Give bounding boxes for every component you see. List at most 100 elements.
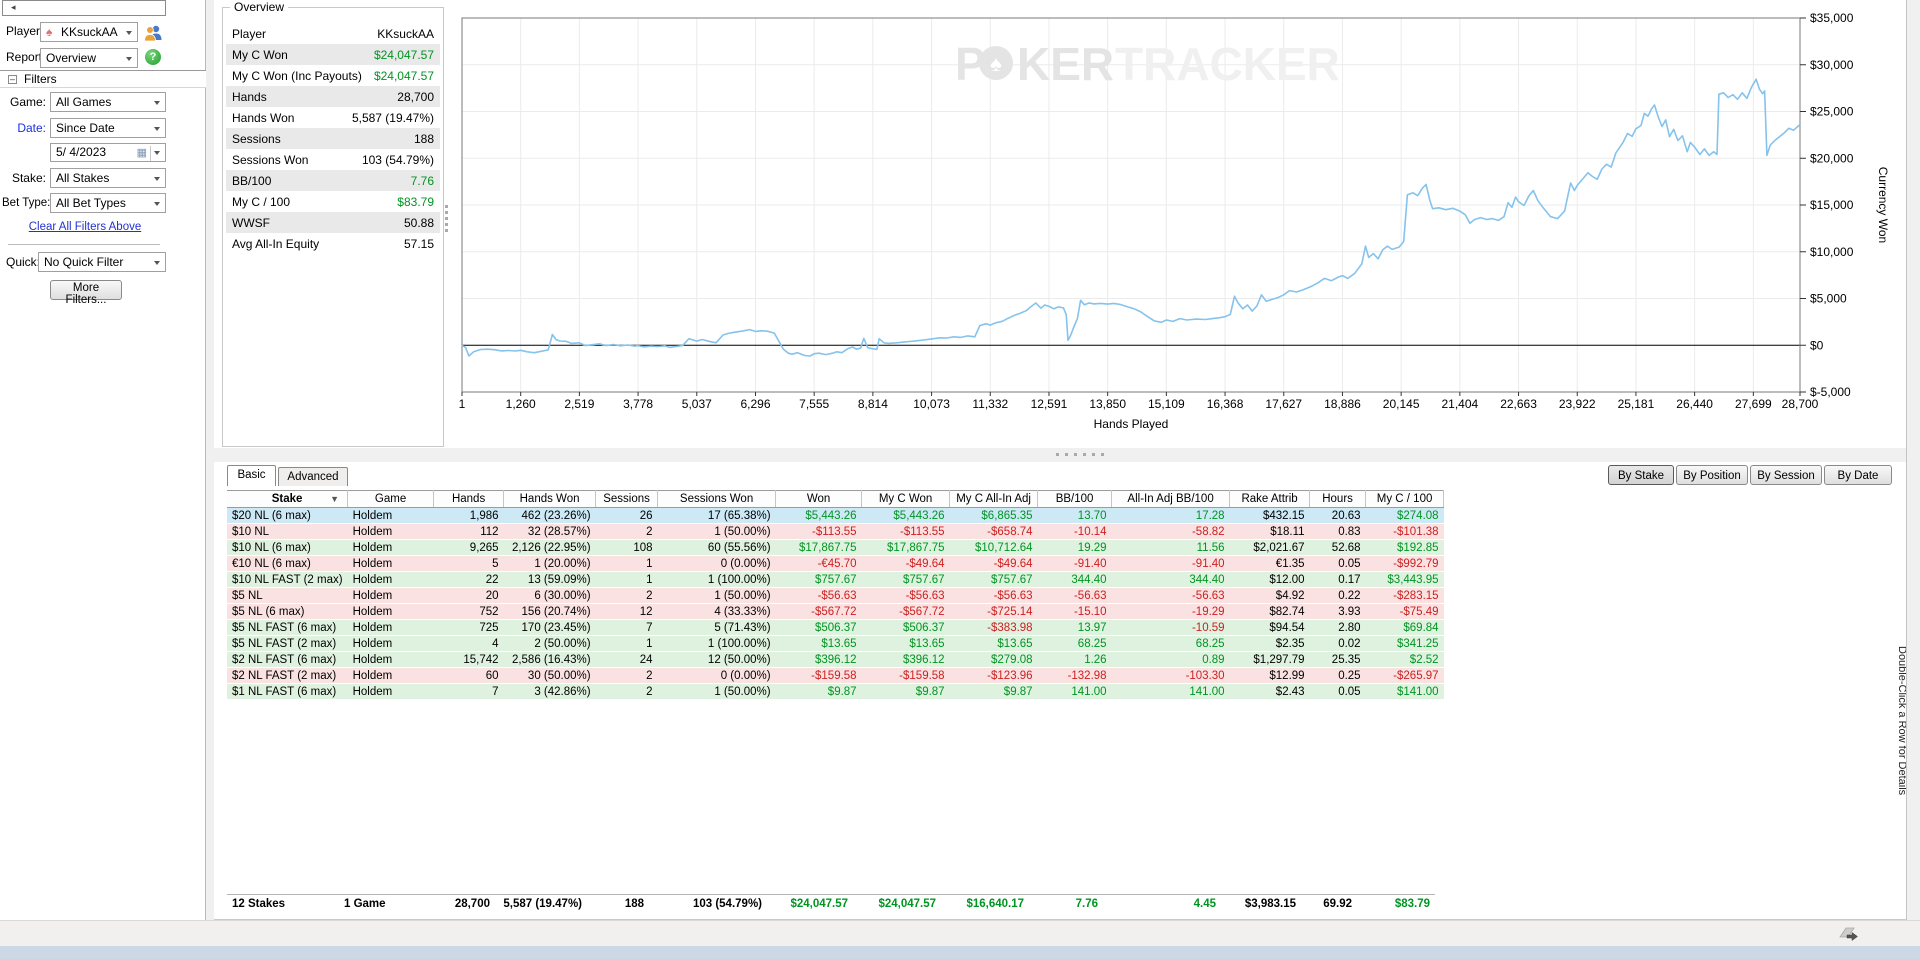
cell-hours: 0.05 xyxy=(1309,683,1366,700)
manage-players-icon[interactable] xyxy=(143,24,164,41)
table-row[interactable]: $2 NL FAST (6 max) Holdem 15,742 2,586 (16.… xyxy=(227,651,1444,668)
cell-bb-100: -56.63 xyxy=(1037,587,1112,604)
column-header-game[interactable]: Game xyxy=(347,490,435,508)
column-header-bb-100[interactable]: BB/100 xyxy=(1037,490,1113,508)
more-filters-button[interactable]: More Filters... xyxy=(50,280,122,306)
column-header-my-c-100[interactable]: My C / 100 xyxy=(1365,490,1445,508)
cell-my-c-won: $13.65 xyxy=(861,635,950,652)
tab-advanced[interactable]: Advanced xyxy=(278,467,348,486)
filters-section-header[interactable]: – Filters xyxy=(0,70,206,88)
svg-text:KER: KER xyxy=(1017,38,1114,90)
cell-bb-100: -132.98 xyxy=(1037,667,1112,684)
equity-curve xyxy=(461,78,1801,357)
cell-my-c-100: $2.52 xyxy=(1365,651,1444,668)
x-tick-label: 20,145 xyxy=(1383,397,1420,411)
pokertracker-watermark: P ♠ KER TRACKER xyxy=(955,38,1340,90)
cell-sessions-won: 1 (100.00%) xyxy=(657,571,776,588)
total-rake-attrib: $3,983.15 xyxy=(1221,894,1301,913)
cell-hours: 52.68 xyxy=(1309,539,1366,556)
column-header-hands[interactable]: Hands xyxy=(433,490,505,508)
export-icon[interactable] xyxy=(1838,926,1860,943)
table-row[interactable]: €10 NL (6 max) Holdem 5 1 (20.00%) 1 0 (0.00%… xyxy=(227,555,1444,572)
right-gutter xyxy=(1906,0,1920,920)
overview-groupbox xyxy=(222,7,444,447)
column-header-sessions-won[interactable]: Sessions Won xyxy=(657,490,777,508)
date-picker-input[interactable]: 5/ 4/2023 ▦ xyxy=(50,143,166,162)
button-by-position[interactable]: By Position xyxy=(1676,465,1748,485)
vertical-splitter-handle[interactable] xyxy=(445,202,449,235)
cell-sessions: 12 xyxy=(595,603,658,620)
cell-won: -$159.58 xyxy=(775,667,862,684)
clear-all-filters-link[interactable]: Clear All Filters Above xyxy=(28,221,142,233)
cell-rake-attrib: $2.35 xyxy=(1229,635,1310,652)
cell-rake-attrib: $432.15 xyxy=(1229,507,1310,524)
table-row[interactable]: $5 NL FAST (6 max) Holdem 725 170 (23.45%) 7… xyxy=(227,619,1444,636)
player-select[interactable]: ♠ KKsuckAA xyxy=(40,22,138,42)
horizontal-splitter-handle[interactable] xyxy=(1053,453,1107,456)
cell-rake-attrib: €1.35 xyxy=(1229,555,1310,572)
bet-type-filter-value: All Bet Types xyxy=(56,196,126,210)
cell-rake-attrib: $2.43 xyxy=(1229,683,1310,700)
column-header-all-in-adj-bb-100[interactable]: All-In Adj BB/100 xyxy=(1111,490,1231,508)
total-my-c-won: $24,047.57 xyxy=(853,894,941,913)
table-row[interactable]: $5 NL (6 max) Holdem 752 156 (20.74%) 12 4 (3… xyxy=(227,603,1444,620)
help-icon[interactable]: ? xyxy=(145,49,161,65)
game-filter-select[interactable]: All Games xyxy=(50,92,166,112)
cell-bb-100: 19.29 xyxy=(1037,539,1112,556)
button-by-stake[interactable]: By Stake xyxy=(1608,465,1674,485)
quick-filter-select[interactable]: No Quick Filter xyxy=(38,252,166,272)
button-by-session[interactable]: By Session xyxy=(1750,465,1822,485)
total-game: 1 Game xyxy=(339,894,425,913)
stat-label: WWSF xyxy=(232,215,270,230)
stats-table: Stake ▼ Game Hands Hands Won Sessions Sessions… xyxy=(227,490,1445,700)
cell-my-c-won: $5,443.26 xyxy=(861,507,950,524)
column-header-sessions[interactable]: Sessions xyxy=(595,490,659,508)
chevron-down-icon[interactable] xyxy=(154,151,160,155)
table-row[interactable]: $10 NL (6 max) Holdem 9,265 2,126 (22.95%) 1… xyxy=(227,539,1444,556)
column-header-hours[interactable]: Hours xyxy=(1309,490,1367,508)
x-tick-label: 8,814 xyxy=(858,397,888,411)
column-header-my-c-won[interactable]: My C Won xyxy=(861,490,951,508)
cell-sessions: 24 xyxy=(595,651,658,668)
column-header-hands-won[interactable]: Hands Won xyxy=(503,490,597,508)
column-header-won[interactable]: Won xyxy=(775,490,863,508)
cell-sessions-won: 17 (65.38%) xyxy=(657,507,776,524)
calendar-icon[interactable]: ▦ xyxy=(136,147,147,159)
cell-won: $17,867.75 xyxy=(775,539,862,556)
table-row[interactable]: $10 NL Holdem 112 32 (28.57%) 2 1 (50.00%) -$1… xyxy=(227,523,1444,540)
button-by-date[interactable]: By Date xyxy=(1824,465,1892,485)
total-bb-100: 7.76 xyxy=(1029,894,1103,913)
collapse-pane-tab[interactable]: ◂ xyxy=(2,0,166,16)
cell-bb-100: -91.40 xyxy=(1037,555,1112,572)
stake-filter-select[interactable]: All Stakes xyxy=(50,168,166,188)
column-header-my-c-all-in-adj[interactable]: My C All-In Adj xyxy=(949,490,1039,508)
player-label: Player: xyxy=(6,24,44,38)
horizontal-splitter[interactable] xyxy=(214,448,1906,462)
cell-all-in-adj-bb-100: -19.29 xyxy=(1111,603,1230,620)
cell-hands-won: 6 (30.00%) xyxy=(503,587,596,604)
table-row[interactable]: $10 NL FAST (2 max) Holdem 22 13 (59.09%) 1 1… xyxy=(227,571,1444,588)
table-row[interactable]: $1 NL FAST (6 max) Holdem 7 3 (42.86%) 2 1 (5… xyxy=(227,683,1444,700)
table-row[interactable]: $5 NL Holdem 20 6 (30.00%) 2 1 (50.00%) -$56.6… xyxy=(227,587,1444,604)
column-header-rake-attrib[interactable]: Rake Attrib xyxy=(1229,490,1311,508)
bet-type-filter-select[interactable]: All Bet Types xyxy=(50,193,166,213)
x-tick-label: 25,181 xyxy=(1618,397,1655,411)
cell-hands: 15,742 xyxy=(433,651,504,668)
cell-all-in-adj-bb-100: 344.40 xyxy=(1111,571,1230,588)
cell-hands-won: 2,586 (16.43%) xyxy=(503,651,596,668)
total-won: $24,047.57 xyxy=(767,894,853,913)
date-filter-select[interactable]: Since Date xyxy=(50,118,166,138)
column-header-stake[interactable]: Stake ▼ xyxy=(227,490,349,508)
report-select[interactable]: Overview xyxy=(40,48,138,68)
collapse-minus-icon[interactable]: – xyxy=(8,74,17,84)
table-row[interactable]: $20 NL (6 max) Holdem 1,986 462 (23.26%) 26 1… xyxy=(227,507,1444,524)
cell-my-c-won: $396.12 xyxy=(861,651,950,668)
table-row[interactable]: $2 NL FAST (2 max) Holdem 60 30 (50.00%) 2 0 … xyxy=(227,667,1444,684)
table-row[interactable]: $5 NL FAST (2 max) Holdem 4 2 (50.00%) 1 1 (1… xyxy=(227,635,1444,652)
stat-row: My C / 100 $83.79 xyxy=(226,191,440,212)
chevron-down-icon xyxy=(154,202,160,206)
tab-basic[interactable]: Basic xyxy=(227,465,276,486)
cell-hands-won: 30 (50.00%) xyxy=(503,667,596,684)
collapse-left-icon: ◂ xyxy=(11,2,16,12)
cell-game: Holdem xyxy=(347,619,434,636)
